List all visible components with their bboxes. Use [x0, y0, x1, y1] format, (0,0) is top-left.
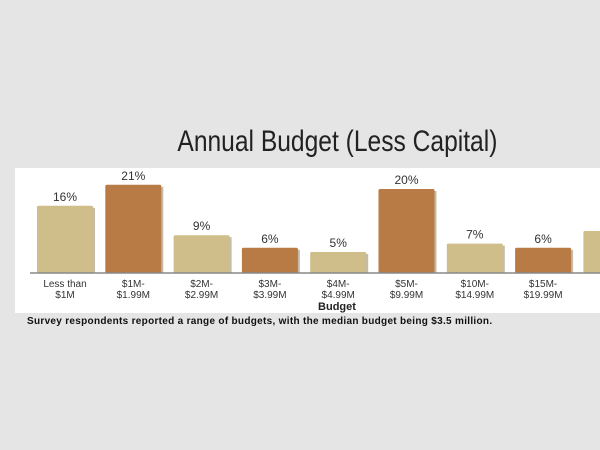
chart-panel: [15, 168, 600, 313]
value-label: 7%: [466, 228, 484, 242]
x-tick-label: $2M-: [190, 279, 213, 290]
value-label: 6%: [534, 232, 552, 246]
bar: [173, 235, 230, 273]
bar: [378, 189, 435, 273]
footnote: Survey respondents reported a range of b…: [27, 316, 493, 327]
x-tick-label: $4.99M: [322, 290, 355, 301]
x-tick-label: $1M-: [122, 279, 145, 290]
x-tick-label: $19.99M: [524, 290, 563, 301]
value-label: 5%: [330, 236, 348, 250]
value-label: 9%: [193, 219, 211, 233]
x-tick-label: $2.99M: [185, 290, 218, 301]
value-label: 16%: [53, 190, 77, 204]
bar: [583, 231, 600, 273]
bar: [105, 184, 162, 273]
x-tick-label: $5M-: [395, 279, 418, 290]
bar: [241, 247, 298, 273]
x-tick-label: $1M: [55, 290, 74, 301]
value-label: 21%: [121, 169, 145, 183]
x-tick-label: $1.99M: [117, 290, 150, 301]
chart-title: Annual Budget (Less Capital): [177, 125, 498, 158]
x-tick-label: $15M-: [529, 279, 557, 290]
bar: [37, 205, 93, 273]
x-tick-label: $3M-: [259, 279, 282, 290]
bar: [310, 252, 367, 273]
x-tick-label: Less than: [43, 279, 86, 290]
x-axis-label: Budget: [318, 301, 356, 313]
bar-chart: 16% Less than$1M 21% $1M-$1.99M 9% $2M-$2.99M…: [15, 168, 600, 313]
x-tick-label: $9.99M: [390, 290, 423, 301]
value-label: 20%: [394, 173, 418, 187]
x-tick-label: $4M-: [327, 279, 350, 290]
x-tick-label: $14.99M: [455, 290, 494, 301]
x-tick-label: $3.99M: [253, 290, 286, 301]
bar: [446, 243, 503, 273]
x-tick-label: $10M-: [461, 279, 489, 290]
value-label: 6%: [261, 232, 279, 246]
bar: [515, 247, 572, 273]
